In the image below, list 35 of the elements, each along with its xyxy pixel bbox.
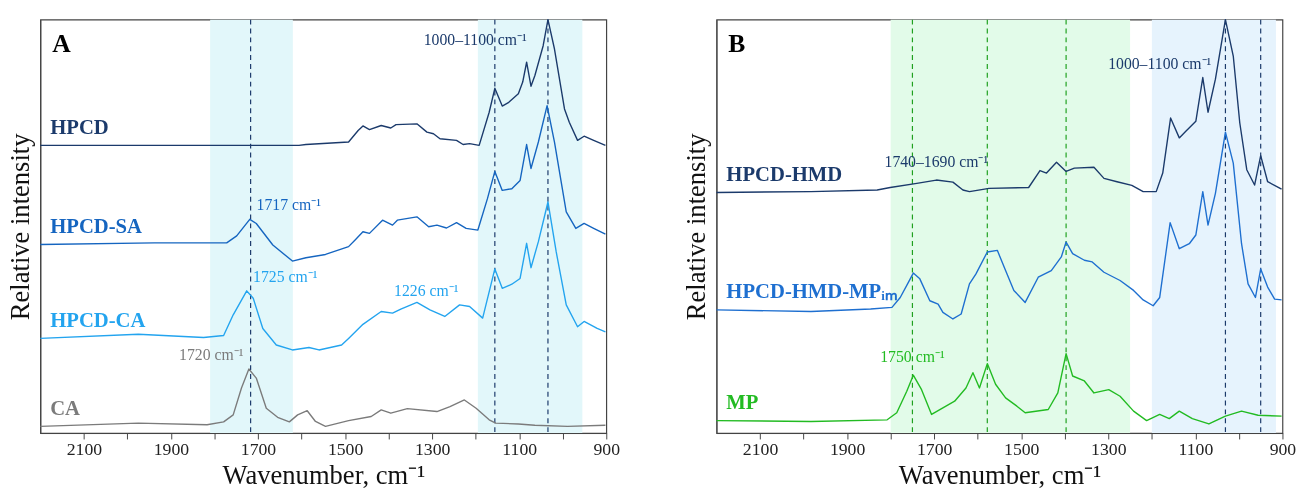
x-tick-label: 1700	[916, 439, 953, 460]
x-tick-label: 1500	[1004, 439, 1040, 460]
annotation: 1717 cm⁻¹	[256, 196, 322, 214]
chart-title: B	[728, 29, 746, 59]
x-tick-label: 1300	[1091, 439, 1127, 460]
y-axis-title: Relative intensity	[5, 132, 36, 321]
x-axis-title: Wavenumber, cm⁻¹	[898, 459, 1102, 490]
x-tick-label: 900	[593, 439, 621, 460]
y-axis-title: Relative intensity	[681, 132, 712, 321]
annotation: 1725 cm⁻¹	[253, 267, 318, 285]
x-tick-label: 900	[1269, 439, 1297, 460]
annotation: 1740–1690 cm⁻¹	[884, 153, 989, 171]
annotation: 1720 cm⁻¹	[179, 346, 244, 364]
annotation: 1750 cm⁻¹	[880, 348, 945, 366]
x-tick-label: 1700	[240, 439, 277, 460]
series-label: CA	[50, 396, 81, 419]
series-label: HPCD	[50, 115, 109, 138]
annotation: 1000–1100 cm⁻¹	[423, 30, 528, 48]
chart-title: A	[52, 29, 72, 59]
x-tick-label: 2100	[66, 439, 103, 460]
x-tick-label: 1100	[1178, 439, 1214, 460]
series-label: MP	[726, 390, 759, 413]
x-tick-label: 1300	[414, 439, 451, 460]
series-label: HPCD-HMD	[726, 162, 843, 185]
series-label: HPCD-SA	[50, 214, 143, 237]
x-tick-label: 1100	[502, 439, 538, 460]
series-label: HPCD-HMD-MPᵢₘ	[726, 280, 898, 303]
annotation: 1000–1100 cm⁻¹	[1108, 54, 1212, 72]
x-tick-label: 1900	[153, 439, 190, 460]
x-tick-label: 1900	[829, 439, 866, 460]
series-label: HPCD-CA	[50, 308, 146, 331]
x-axis-title: Wavenumber, cm⁻¹	[222, 459, 426, 490]
x-tick-label: 2100	[742, 439, 779, 460]
x-tick-label: 1500	[327, 439, 364, 460]
annotation: 1226 cm⁻¹	[394, 282, 459, 300]
